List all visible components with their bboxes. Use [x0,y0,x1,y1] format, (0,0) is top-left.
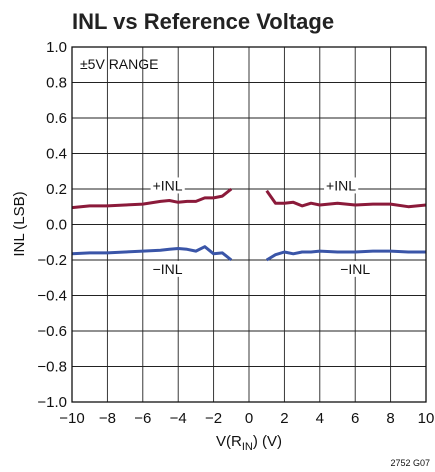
x-tick-label: −10 [59,410,84,427]
x-axis-label-main: V(R [216,433,242,450]
annotations: +INL +INL −INL −INL [151,177,373,276]
x-tick-label: −2 [205,410,222,427]
x-tick-label: −8 [99,410,116,427]
series-line-minus-inl [267,251,426,260]
y-tick-label: −0.2 [37,252,67,269]
y-tick-label: 1.0 [46,39,67,56]
y-tick-label: −0.8 [37,359,67,376]
x-tick-label: 6 [351,410,359,427]
x-axis-label-tail: ) (V) [253,433,282,450]
x-tick-label: 10 [418,410,435,427]
y-tick-labels: −1.0 −0.8 −0.6 −0.4 −0.2 0.0 0.2 0.4 0.6 0.8 1.0 [37,39,67,411]
series-annotation: −INL [153,261,183,277]
grid-lines [72,47,426,402]
range-note: ±5V RANGE [80,56,158,72]
y-tick-label: −0.4 [37,288,67,305]
y-tick-label: −0.6 [37,323,67,340]
series-annotation: −INL [340,261,370,277]
series-annotation: +INL [326,177,356,193]
y-tick-label: 0.6 [46,110,67,127]
x-tick-label: −4 [170,410,187,427]
y-tick-label: 0.0 [46,217,67,234]
x-axis-label: V(RIN) (V) [216,433,282,453]
y-tick-label: 0.4 [46,146,67,163]
series-line-minus-inl [72,247,231,260]
x-axis-label-subscript: IN [242,441,253,453]
y-axis-label: INL (LSB) [11,191,28,256]
x-tick-label: 2 [280,410,288,427]
y-tick-label: 0.2 [46,181,67,198]
y-tick-label: −1.0 [37,394,67,411]
x-tick-labels: −10 −8 −6 −4 −2 0 2 4 6 8 10 [59,410,434,427]
x-tick-label: 0 [245,410,253,427]
figure-id: 2752 G07 [390,458,430,468]
chart-title: INL vs Reference Voltage [72,9,334,34]
x-tick-label: 4 [316,410,324,427]
y-tick-label: 0.8 [46,75,67,92]
x-tick-label: −6 [134,410,151,427]
x-tick-label: 8 [386,410,394,427]
series-annotation: +INL [153,177,183,193]
